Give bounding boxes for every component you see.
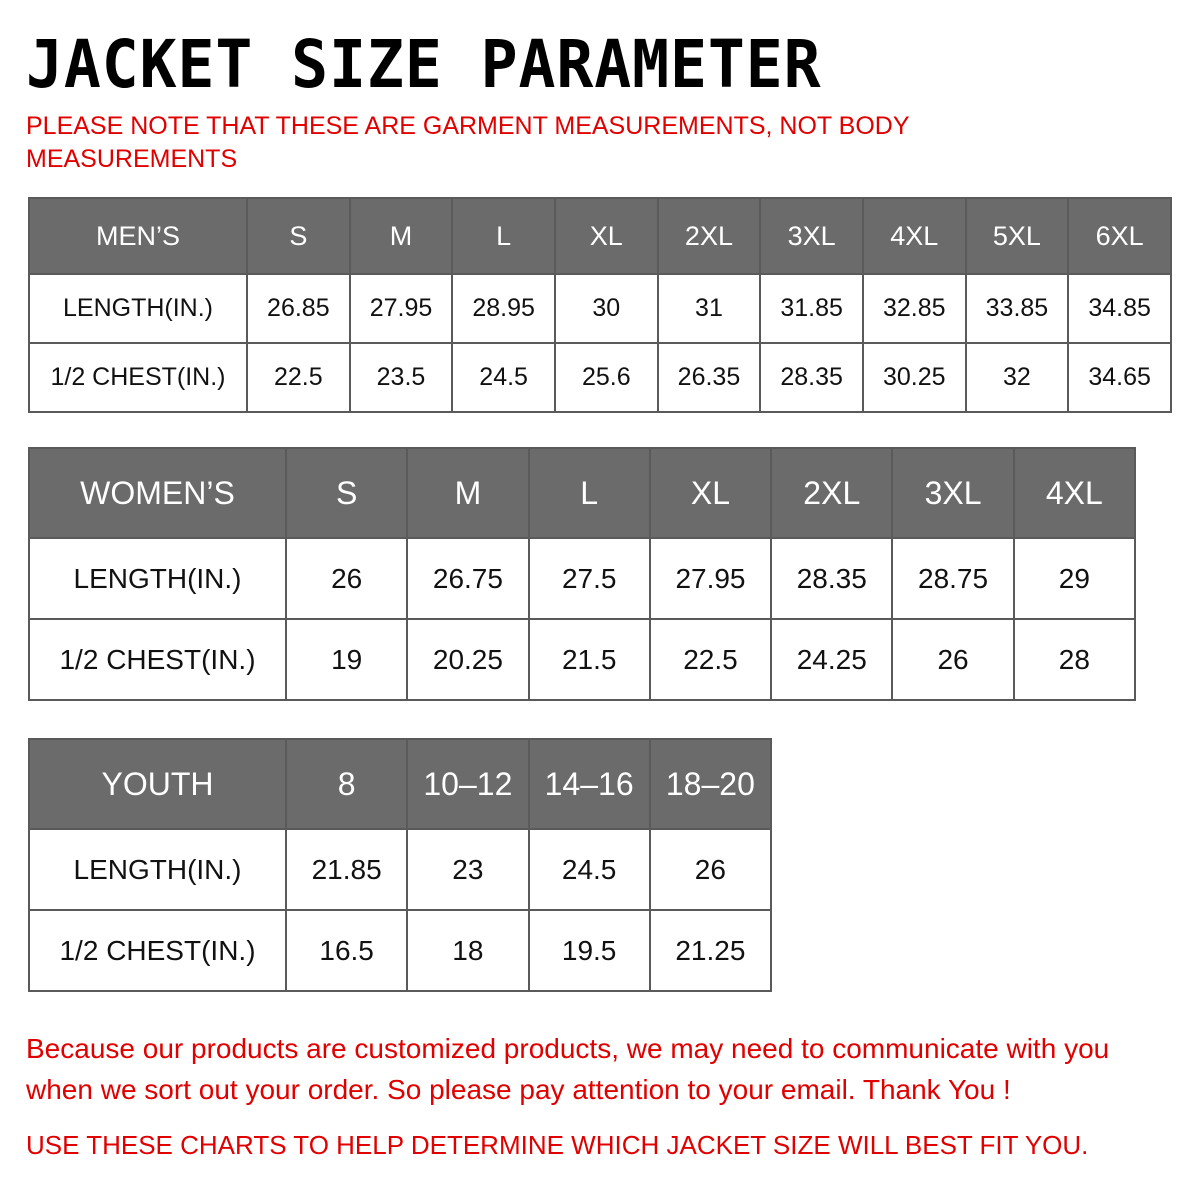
size-header: 6XL bbox=[1067, 197, 1172, 275]
size-header: L bbox=[451, 197, 556, 275]
measurement-value: 26 bbox=[284, 537, 409, 620]
header-row: WOMEN’S S M L XL 2XL 3XL 4XL bbox=[28, 447, 1137, 539]
measurement-value: 18 bbox=[406, 909, 530, 992]
table-row: 1/2 CHEST(IN.) 22.5 23.5 24.5 25.6 26.35 28.35… bbox=[28, 342, 1172, 413]
size-header: 14–16 bbox=[527, 738, 651, 830]
size-header: S bbox=[246, 197, 351, 275]
mens-size-table: MEN’S S M L XL 2XL 3XL 4XL 5XL 6XL LENGTH(IN.) 26.8… bbox=[28, 197, 1172, 413]
size-header: M bbox=[348, 197, 454, 275]
measurement-value: 21.5 bbox=[527, 618, 651, 701]
measurement-value: 26.35 bbox=[656, 342, 762, 413]
measurement-value: 28.95 bbox=[451, 273, 556, 344]
measurement-value: 16.5 bbox=[284, 909, 409, 992]
measurement-value: 24.5 bbox=[451, 342, 556, 413]
measurement-value: 28.35 bbox=[770, 537, 894, 620]
size-header: 4XL bbox=[1012, 447, 1137, 539]
measurement-value: 26 bbox=[648, 828, 773, 911]
size-header: S bbox=[284, 447, 409, 539]
table-row: LENGTH(IN.) 21.85 23 24.5 26 bbox=[28, 828, 773, 911]
measurement-value: 34.85 bbox=[1067, 273, 1172, 344]
measurement-value: 25.6 bbox=[553, 342, 659, 413]
youth-size-table: YOUTH 8 10–12 14–16 18–20 LENGTH(IN.) 21.85 23 2… bbox=[28, 738, 773, 992]
size-header: M bbox=[406, 447, 530, 539]
measurement-value: 34.65 bbox=[1067, 342, 1172, 413]
measurement-value: 30 bbox=[553, 273, 659, 344]
measurement-value: 32.85 bbox=[861, 273, 967, 344]
womens-size-table: WOMEN’S S M L XL 2XL 3XL 4XL LENGTH(IN.) 26 26.75 2… bbox=[28, 447, 1137, 701]
page-title: JACKET SIZE PARAMETER bbox=[26, 26, 822, 103]
measurement-value: 19 bbox=[284, 618, 409, 701]
measurement-value: 19.5 bbox=[527, 909, 651, 992]
table-category-header: MEN’S bbox=[28, 197, 248, 275]
measurement-value: 22.5 bbox=[246, 342, 351, 413]
size-header: XL bbox=[648, 447, 773, 539]
measurement-value: 23 bbox=[406, 828, 530, 911]
size-header: L bbox=[527, 447, 651, 539]
measurement-note: PLEASE NOTE THAT THESE ARE GARMENT MEASU… bbox=[26, 112, 910, 173]
measurement-value: 27.95 bbox=[348, 273, 454, 344]
measurement-label: 1/2 CHEST(IN.) bbox=[28, 909, 287, 992]
measurement-label: LENGTH(IN.) bbox=[28, 273, 248, 344]
measurement-value: 31 bbox=[656, 273, 762, 344]
measurement-value: 24.25 bbox=[770, 618, 894, 701]
size-header: 3XL bbox=[891, 447, 1015, 539]
measurement-value: 28 bbox=[1012, 618, 1137, 701]
size-header: 2XL bbox=[656, 197, 762, 275]
measurement-value: 31.85 bbox=[759, 273, 864, 344]
measurement-value: 20.25 bbox=[406, 618, 530, 701]
measurement-value: 33.85 bbox=[964, 273, 1070, 344]
measurement-value: 22.5 bbox=[648, 618, 773, 701]
size-header: 3XL bbox=[759, 197, 864, 275]
measurement-value: 28.35 bbox=[759, 342, 864, 413]
size-header: 18–20 bbox=[648, 738, 773, 830]
header-row: YOUTH 8 10–12 14–16 18–20 bbox=[28, 738, 773, 830]
size-header: 2XL bbox=[770, 447, 894, 539]
measurement-value: 32 bbox=[964, 342, 1070, 413]
table-row: 1/2 CHEST(IN.) 19 20.25 21.5 22.5 24.25 26 28 bbox=[28, 618, 1137, 701]
measurement-label: LENGTH(IN.) bbox=[28, 828, 287, 911]
measurement-value: 23.5 bbox=[348, 342, 454, 413]
measurement-value: 26 bbox=[891, 618, 1015, 701]
measurement-value: 21.25 bbox=[648, 909, 773, 992]
measurement-label: 1/2 CHEST(IN.) bbox=[28, 618, 287, 701]
measurement-value: 27.95 bbox=[648, 537, 773, 620]
size-header: 10–12 bbox=[406, 738, 530, 830]
measurement-value: 26.75 bbox=[406, 537, 530, 620]
measurement-value: 24.5 bbox=[527, 828, 651, 911]
size-header: XL bbox=[553, 197, 659, 275]
size-tip: USE THESE CHARTS TO HELP DETERMINE WHICH… bbox=[26, 1130, 1089, 1160]
size-header: 8 bbox=[284, 738, 409, 830]
measurement-value: 21.85 bbox=[284, 828, 409, 911]
measurement-value: 27.5 bbox=[527, 537, 651, 620]
size-header: 4XL bbox=[861, 197, 967, 275]
measurement-value: 28.75 bbox=[891, 537, 1015, 620]
table-row: LENGTH(IN.) 26 26.75 27.5 27.95 28.35 28.75 29 bbox=[28, 537, 1137, 620]
header-row: MEN’S S M L XL 2XL 3XL 4XL 5XL 6XL bbox=[28, 197, 1172, 275]
measurement-label: LENGTH(IN.) bbox=[28, 537, 287, 620]
table-category-header: WOMEN’S bbox=[28, 447, 287, 539]
measurement-value: 26.85 bbox=[246, 273, 351, 344]
size-header: 5XL bbox=[964, 197, 1070, 275]
measurement-label: 1/2 CHEST(IN.) bbox=[28, 342, 248, 413]
measurement-value: 29 bbox=[1012, 537, 1137, 620]
table-row: LENGTH(IN.) 26.85 27.95 28.95 30 31 31.85 32.85… bbox=[28, 273, 1172, 344]
measurement-value: 30.25 bbox=[861, 342, 967, 413]
table-row: 1/2 CHEST(IN.) 16.5 18 19.5 21.25 bbox=[28, 909, 773, 992]
table-category-header: YOUTH bbox=[28, 738, 287, 830]
customization-message: Because our products are customized prod… bbox=[26, 1033, 1110, 1105]
